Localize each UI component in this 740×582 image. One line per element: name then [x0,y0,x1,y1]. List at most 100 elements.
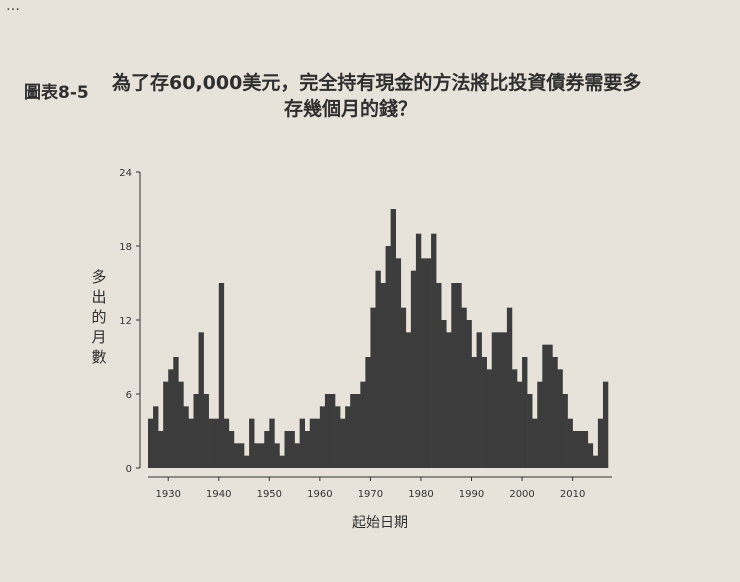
bar [420,258,427,468]
bar [431,233,437,468]
x-tick-label: 1960 [307,489,332,500]
bar [476,332,482,468]
bar [501,332,508,468]
bar [517,381,523,468]
bar [213,418,220,468]
x-tick-label: 1930 [155,489,180,500]
bar [244,455,250,468]
bar [335,406,341,468]
bar [577,431,584,468]
figure-label: 圖表8-5 [24,83,89,103]
bar [360,381,366,468]
figure-title-line2: 存幾個月的錢？ [284,98,418,120]
bar [446,332,452,468]
bar [380,283,386,468]
y-axis-label-char: 多 [91,268,106,286]
bar [259,443,265,468]
bar [223,418,230,468]
bar [208,418,215,468]
y-axis: 0 6 12 18 24 [119,168,141,475]
bar [592,455,599,468]
bar [597,418,604,468]
bar [557,369,563,468]
bar [506,307,513,468]
bar-series [148,209,609,468]
bar [228,431,235,468]
bar [547,344,553,468]
bar [345,406,351,468]
bar [436,283,442,468]
bar [269,418,275,468]
x-tick-label: 2010 [560,489,585,500]
bar [410,270,417,468]
bar [375,270,381,468]
bar [395,258,402,468]
y-axis-label-char: 出 [91,288,106,306]
bar [193,394,199,468]
bar [481,357,487,468]
figure-title: 為了存60,000美元，完全持有現金的方法將比投資債券需要多 存幾個月的錢？ [112,70,712,122]
bar [567,418,573,468]
bar [537,381,543,468]
bar [466,320,472,468]
bar [198,332,204,468]
bar [264,431,270,468]
y-tick-label: 24 [119,168,132,179]
x-tick-label: 1970 [358,489,383,500]
bar [486,369,493,468]
bar [552,357,558,468]
bar [365,357,371,468]
bar [284,431,290,468]
x-tick-label: 2000 [509,489,534,500]
x-tick-label: 1950 [257,489,282,500]
bar [158,431,164,468]
figure-title-line1: 為了存60,000美元，完全持有現金的方法將比投資債券需要多 [112,72,642,94]
bar [148,418,154,468]
bar [390,209,396,468]
bar [249,418,255,468]
y-tick-label: 0 [126,464,132,475]
bar [238,443,245,468]
bar [461,307,467,468]
x-tick-label: 1980 [408,489,433,500]
y-tick-label: 6 [126,390,132,401]
bar [233,443,240,468]
y-axis-label-char: 數 [91,348,106,366]
bar [274,443,280,468]
bar [471,357,477,468]
bar [183,406,189,468]
y-axis-label-char: 的 [91,308,106,326]
bar [400,307,407,468]
bar [309,418,316,468]
bar [405,332,412,468]
y-tick-label: 12 [119,316,132,327]
bar [542,344,548,468]
bar [587,443,594,468]
bar [324,394,331,468]
bar [522,357,528,468]
bar [355,394,361,468]
bar [319,406,326,468]
x-tick-label: 1990 [459,489,484,500]
bar [168,369,174,468]
bar [203,394,209,468]
bar [385,246,391,468]
bar [299,418,306,468]
bar [491,332,498,468]
bar [562,394,568,468]
bar [329,394,336,468]
bar [188,418,194,468]
bar [415,233,422,468]
bar [294,443,300,468]
bar [527,394,533,468]
x-axis: 1930 1940 1950 1960 1970 1980 1990 2000 2010 [148,476,612,500]
bar [279,455,285,468]
bar [511,369,518,468]
bar [350,394,356,468]
y-axis-label-char: 月 [91,328,106,346]
bar [532,418,538,468]
x-tick-label: 1940 [206,489,231,500]
bar [218,283,225,468]
